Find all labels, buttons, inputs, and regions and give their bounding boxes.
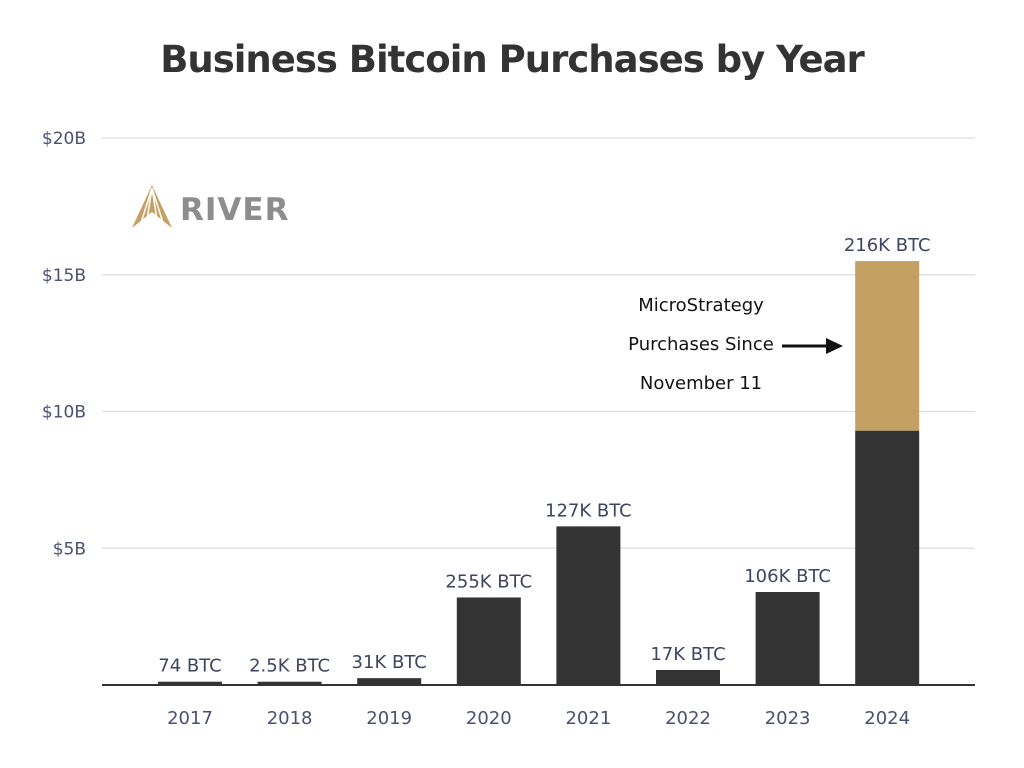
x-tick-label: 2023 (765, 708, 811, 729)
annotation: MicroStrategy Purchases Since November 11 (628, 295, 843, 394)
annotation-text: MicroStrategy (638, 295, 764, 316)
x-tick-label: 2017 (167, 708, 213, 729)
annotation-text: November 11 (640, 373, 762, 394)
data-label: 216K BTC (844, 235, 931, 256)
bar-2023 (755, 592, 820, 685)
chart-title: Business Bitcoin Purchases by Year (160, 38, 865, 81)
data-label: 31K BTC (352, 652, 427, 673)
bar-2024-stack (855, 261, 920, 431)
x-tick-label: 2022 (665, 708, 711, 729)
data-label: 17K BTC (650, 644, 725, 665)
logo-text: RIVER (180, 192, 289, 228)
x-tick-label: 2020 (466, 708, 512, 729)
bar-2020 (456, 597, 521, 685)
x-tick-label: 2018 (267, 708, 313, 729)
data-label: 255K BTC (445, 571, 532, 592)
grid (102, 137, 975, 549)
x-tick-label: 2019 (366, 708, 412, 729)
bar-2021 (556, 526, 621, 685)
bar-2024 (855, 430, 920, 685)
bars (158, 261, 920, 685)
bar-2019 (357, 678, 422, 685)
y-tick-label: $10B (42, 403, 86, 423)
y-tick-label: $15B (42, 266, 86, 286)
bar-2018 (257, 681, 322, 685)
bar-2022 (656, 669, 720, 685)
annotation-text: Purchases Since (628, 334, 774, 355)
y-tick-label: $5B (53, 539, 86, 559)
x-tick-label: 2024 (864, 708, 910, 729)
data-label: 106K BTC (744, 566, 831, 587)
data-label: 2.5K BTC (249, 656, 330, 677)
x-axis-ticks: 2017 2018 2019 2020 2021 2022 2023 2024 (167, 708, 910, 729)
y-tick-label: $20B (42, 129, 86, 149)
data-label: 127K BTC (545, 500, 632, 521)
river-peak-icon (132, 185, 172, 228)
bar-2017 (158, 681, 222, 685)
data-label: 74 BTC (158, 656, 221, 677)
annotation-arrow-head (826, 338, 843, 354)
y-axis-ticks: $5B $10B $15B $20B (42, 129, 86, 559)
x-tick-label: 2021 (565, 708, 611, 729)
river-logo: RIVER (132, 185, 289, 228)
data-labels: 74 BTC 2.5K BTC 31K BTC 255K BTC 127K BTC 17K… (158, 235, 930, 677)
